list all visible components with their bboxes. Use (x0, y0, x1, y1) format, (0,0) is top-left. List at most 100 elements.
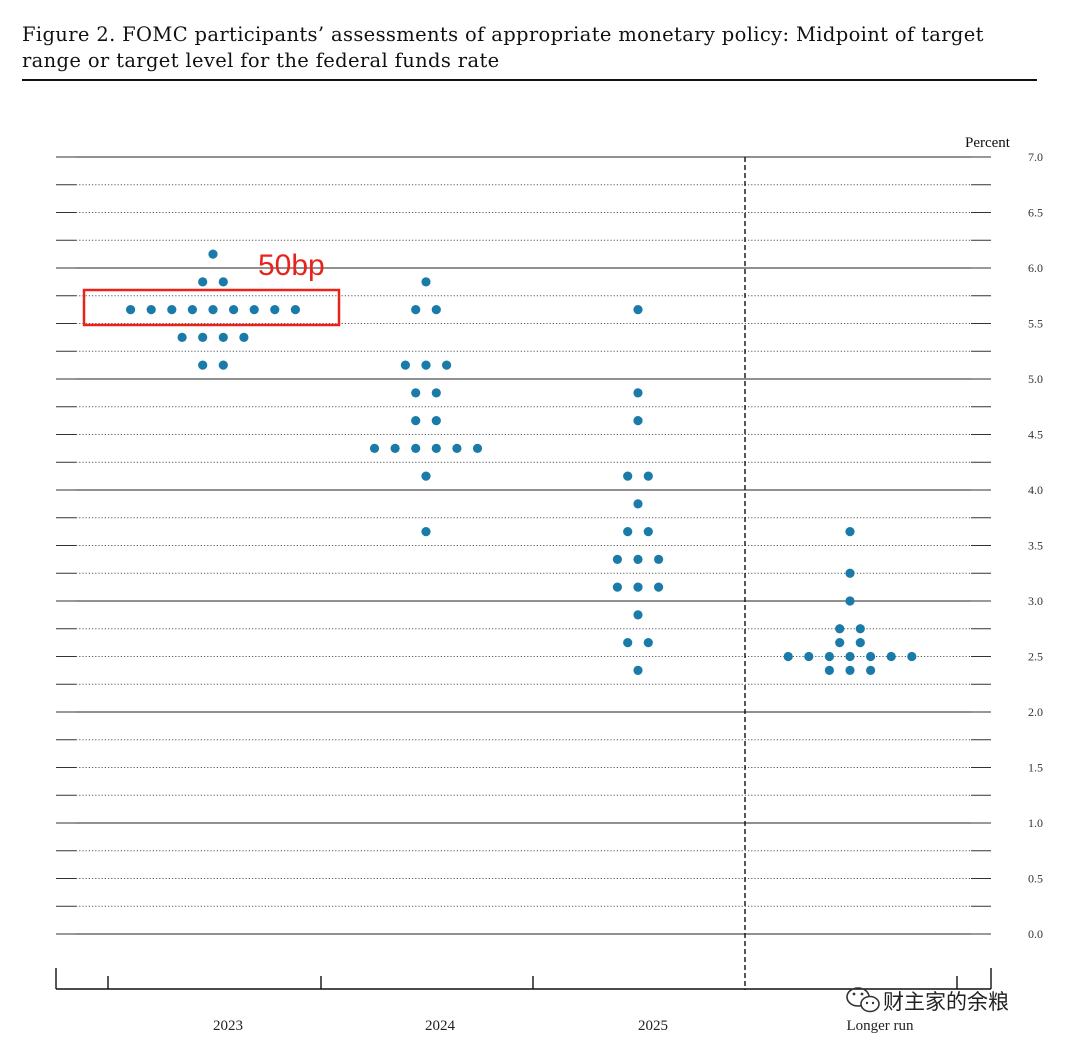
y-tick-label: 5.5 (1028, 317, 1043, 331)
figure-title: Figure 2. FOMC participants’ assessments… (22, 23, 984, 72)
participant-dot (390, 443, 400, 453)
participant-dot (845, 568, 855, 578)
participant-dot (623, 471, 633, 481)
participant-dot (229, 305, 239, 315)
y-tick-label: 6.0 (1028, 261, 1043, 275)
y-tick-label: 3.5 (1028, 539, 1043, 553)
participant-dot (249, 305, 259, 315)
participant-dot (146, 305, 156, 315)
participant-dot (643, 638, 653, 648)
participant-dot (208, 249, 218, 259)
participant-dot (633, 388, 643, 398)
dots-layer (126, 249, 917, 675)
title-rule (22, 79, 1037, 81)
participant-dot (421, 527, 431, 537)
x-category-label: 2023 (213, 1018, 243, 1034)
participant-dot (643, 527, 653, 537)
participant-dot (452, 443, 462, 453)
participant-dot (411, 443, 421, 453)
y-tick-label: 6.5 (1028, 206, 1043, 220)
y-axis-unit-label: Percent (965, 135, 1011, 151)
y-tick-label: 7.0 (1028, 150, 1043, 164)
participant-dot (411, 388, 421, 398)
x-category-label: 2025 (638, 1018, 668, 1034)
participant-dot (633, 305, 643, 315)
participant-dot (654, 582, 664, 592)
wechat-icon (846, 987, 880, 1013)
y-tick-label: 5.0 (1028, 372, 1043, 386)
participant-dot (369, 443, 380, 453)
y-tick-label: 1.5 (1028, 761, 1043, 775)
participant-dot (845, 596, 855, 606)
participant-dot (623, 527, 633, 537)
participant-dot (886, 651, 896, 662)
participant-dot (845, 651, 855, 662)
participant-dot (633, 554, 643, 564)
participant-dot (431, 443, 441, 453)
annotation-label: 50bp (258, 249, 325, 282)
participant-dot (187, 305, 197, 315)
participant-dot (431, 416, 441, 426)
participant-dot (633, 582, 643, 592)
participant-dot (866, 651, 876, 662)
participant-dot (824, 665, 835, 675)
participant-dot (835, 638, 845, 648)
participant-dot (866, 665, 876, 675)
participant-dot (177, 332, 187, 342)
participant-dot (643, 471, 653, 481)
participant-dot (623, 638, 633, 648)
participant-dot (290, 305, 300, 315)
participant-dot (845, 665, 855, 675)
participant-dot (431, 388, 441, 398)
participant-dot (411, 416, 421, 426)
annotation-box (82, 288, 341, 327)
y-tick-label: 2.0 (1028, 705, 1043, 719)
participant-dot (218, 360, 228, 370)
participant-dot (633, 416, 643, 426)
watermark: 财主家的余粮 (846, 987, 1009, 1014)
participant-dot (198, 360, 208, 370)
participant-dot (126, 305, 136, 315)
participant-dot (612, 582, 623, 592)
axes-layer: 7.0 6.5 6.0 5.5 5.0 4.5 4.0 3.5 3.0 2.5 2.0 1.5 1.0 0… (55, 150, 1043, 1034)
participant-dot (612, 554, 623, 564)
participant-dot (431, 305, 441, 315)
y-tick-label: 1.0 (1028, 816, 1043, 830)
participant-dot (835, 624, 845, 634)
x-category-label: 2024 (425, 1018, 456, 1034)
participant-dot (218, 277, 228, 287)
participant-dot (400, 360, 410, 370)
watermark-text: 财主家的余粮 (883, 990, 1009, 1014)
participant-dot (208, 305, 218, 315)
participant-dot (421, 471, 431, 481)
participant-dot (633, 610, 643, 620)
participant-dot (855, 638, 865, 648)
participant-dot (907, 651, 917, 662)
participant-dot (845, 527, 855, 537)
participant-dot (270, 305, 280, 315)
participant-dot (824, 651, 835, 662)
participant-dot (633, 499, 643, 509)
participant-dot (198, 277, 208, 287)
participant-dot (855, 624, 865, 634)
participant-dot (421, 360, 431, 370)
participant-dot (633, 665, 643, 675)
participant-dot (472, 443, 483, 453)
grid-layer (56, 156, 991, 935)
participant-dot (218, 332, 228, 342)
participant-dot (783, 651, 793, 662)
x-category-label: Longer run (846, 1018, 914, 1034)
participant-dot (411, 305, 421, 315)
y-tick-label: 0.0 (1028, 927, 1043, 941)
y-tick-label: 2.5 (1028, 650, 1043, 664)
participant-dot (167, 305, 177, 315)
participant-dot (198, 332, 208, 342)
y-tick-label: 4.0 (1028, 483, 1043, 497)
y-tick-label: 3.0 (1028, 594, 1043, 608)
y-tick-label: 0.5 (1028, 872, 1043, 886)
participant-dot (654, 554, 664, 564)
participant-dot (421, 277, 431, 287)
participant-dot (804, 651, 814, 662)
y-tick-label: 4.5 (1028, 428, 1043, 442)
